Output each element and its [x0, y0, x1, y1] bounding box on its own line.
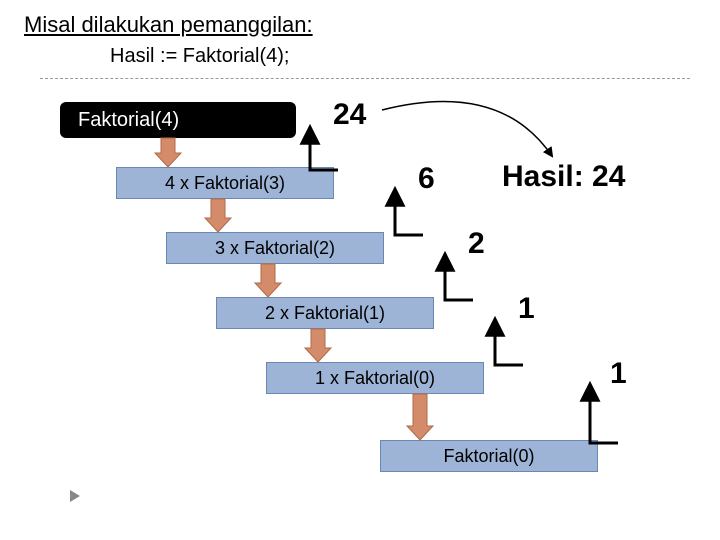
- box-4x-faktorial-3: 4 x Faktorial(3): [116, 167, 334, 199]
- box-label: Faktorial(4): [78, 109, 179, 132]
- box-faktorial-4: Faktorial(4): [60, 102, 296, 138]
- divider: [40, 78, 690, 79]
- box-faktorial-0: Faktorial(0): [380, 440, 598, 472]
- arrows-layer: [0, 0, 720, 540]
- value-2: 2: [468, 227, 485, 261]
- title: Misal dilakukan pemanggilan:: [24, 12, 313, 38]
- value-1b: 1: [610, 357, 627, 391]
- value-6: 6: [418, 162, 435, 196]
- box-3x-faktorial-2: 3 x Faktorial(2): [166, 232, 384, 264]
- box-label: Faktorial(0): [443, 446, 534, 467]
- bullet-icon: [70, 490, 80, 502]
- value-1a: 1: [518, 292, 535, 326]
- box-1x-faktorial-0: 1 x Faktorial(0): [266, 362, 484, 394]
- box-label: 4 x Faktorial(3): [165, 173, 285, 194]
- box-2x-faktorial-1: 2 x Faktorial(1): [216, 297, 434, 329]
- value-24: 24: [333, 98, 366, 132]
- box-label: 3 x Faktorial(2): [215, 238, 335, 259]
- box-label: 1 x Faktorial(0): [315, 368, 435, 389]
- box-label: 2 x Faktorial(1): [265, 303, 385, 324]
- hasil-label: Hasil: 24: [502, 160, 625, 194]
- subtitle: Hasil := Faktorial(4);: [110, 45, 290, 68]
